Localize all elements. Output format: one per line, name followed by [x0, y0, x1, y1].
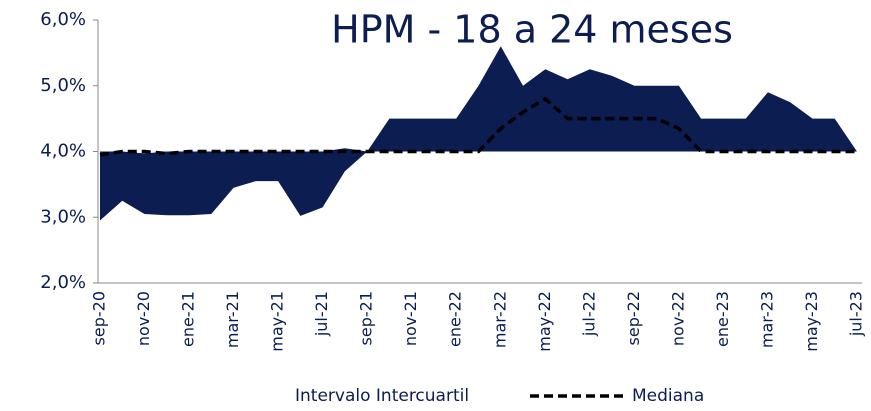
x-tick-label: nov-22 — [668, 291, 687, 346]
chart-title: HPM - 18 a 24 meses — [331, 8, 733, 52]
x-tick-label: sep-20 — [90, 291, 109, 345]
x-tick-label: mar-22 — [490, 291, 509, 348]
x-tick-label: sep-22 — [624, 291, 643, 345]
x-tick-label: may-23 — [802, 291, 821, 352]
x-tick-label: ene-22 — [446, 291, 465, 347]
x-tick-label: nov-20 — [134, 291, 153, 346]
x-tick-label: nov-21 — [401, 291, 420, 346]
legend-label: Intervalo Intercuartil — [295, 386, 469, 406]
y-tick-label: 3,0% — [40, 206, 86, 227]
y-tick-label: 5,0% — [40, 75, 86, 96]
x-tick-label: mar-21 — [223, 291, 242, 348]
x-tick-label: sep-21 — [357, 291, 376, 345]
median-line — [99, 96, 857, 157]
x-tick-label: mar-23 — [757, 291, 776, 348]
x-tick-label: jul-23 — [847, 291, 866, 337]
x-tick-label: may-22 — [535, 291, 554, 352]
y-tick-label: 2,0% — [40, 272, 86, 293]
x-tick-label: jul-21 — [312, 291, 331, 337]
y-tick-label: 4,0% — [40, 141, 86, 162]
legend-label: Mediana — [632, 386, 704, 406]
y-tick-label: 6,0% — [40, 9, 86, 30]
x-tick-label: jul-22 — [579, 291, 598, 337]
x-tick-label: ene-23 — [713, 291, 732, 347]
iqr-band — [100, 46, 857, 221]
x-tick-label: may-21 — [268, 291, 287, 352]
legend-swatch — [278, 389, 290, 401]
x-tick-label: ene-21 — [179, 291, 198, 347]
